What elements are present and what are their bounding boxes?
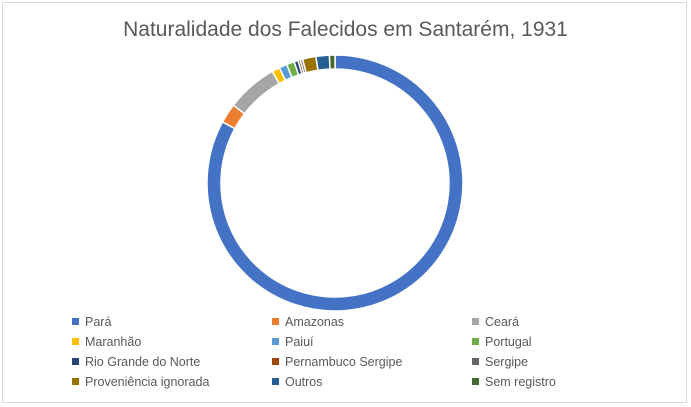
legend-label: Sergipe <box>485 354 529 369</box>
legend-item: Pernambuco Sergipe <box>272 352 472 371</box>
legend-item: Paiuí <box>272 332 472 351</box>
legend-label: Rio Grande do Norte <box>85 354 201 369</box>
slice-outros <box>315 54 331 72</box>
legend-label: Ceará <box>485 314 520 329</box>
legend-label: Portugal <box>485 334 532 349</box>
legend-item: Pará <box>72 312 272 331</box>
legend-swatch <box>72 338 79 345</box>
legend-label: Pernambuco Sergipe <box>285 354 403 369</box>
chart-title: Naturalidade dos Falecidos em Santarém, … <box>123 18 568 41</box>
legend-label: Amazonas <box>285 314 345 329</box>
legend-swatch <box>472 378 479 385</box>
legend-item: Sem registro <box>472 372 632 391</box>
legend-swatch <box>72 358 79 365</box>
legend-label: Sem registro <box>485 374 556 389</box>
legend-swatch <box>272 318 279 325</box>
legend-label: Paiuí <box>285 334 314 349</box>
legend-swatch <box>72 318 79 325</box>
legend-item: Ceará <box>472 312 632 331</box>
slice-cear- <box>232 70 281 115</box>
legend-item: Outros <box>272 372 472 391</box>
legend-swatch <box>472 338 479 345</box>
legend-swatch <box>72 378 79 385</box>
legend-item: Portugal <box>472 332 632 351</box>
legend-label: Proveniência ignorada <box>85 374 210 389</box>
legend-item: Amazonas <box>272 312 472 331</box>
legend-label: Maranhão <box>85 334 142 349</box>
legend-swatch <box>272 338 279 345</box>
legend-swatch <box>272 378 279 385</box>
legend-item: Sergipe <box>472 352 632 371</box>
legend-label: Pará <box>85 314 112 329</box>
slice-sem-registro <box>328 54 336 70</box>
legend-swatch <box>472 318 479 325</box>
legend-label: Outros <box>285 374 323 389</box>
legend-item: Maranhão <box>72 332 272 351</box>
legend-swatch <box>272 358 279 365</box>
legend-swatch <box>472 358 479 365</box>
legend-item: Proveniência ignorada <box>72 372 272 391</box>
chart-legend: Pará Amazonas Ceará Maranhão Paiuí Portugal Ri… <box>72 312 632 391</box>
legend-item: Rio Grande do Norte <box>72 352 272 371</box>
donut-slices <box>206 54 464 312</box>
